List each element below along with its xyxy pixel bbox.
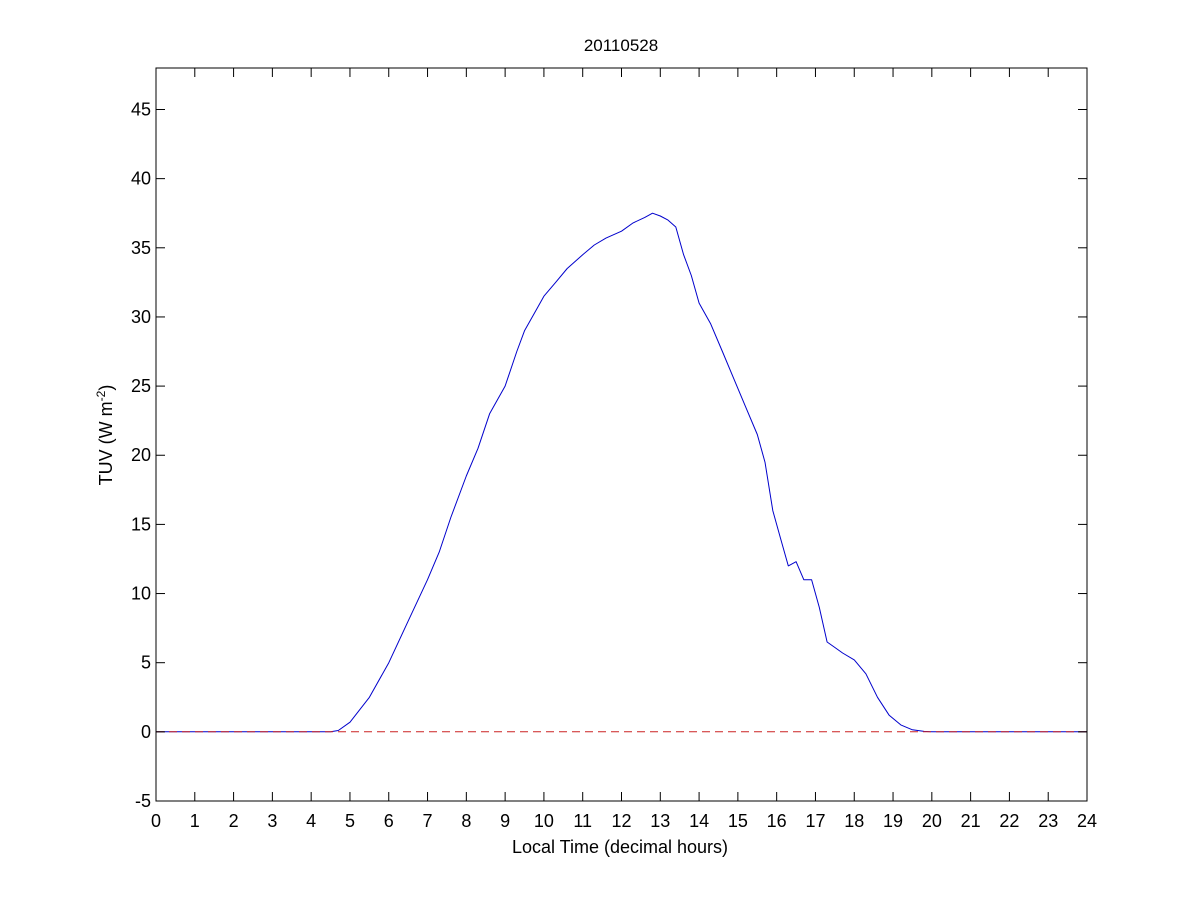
y-tick-label: 20	[131, 445, 151, 465]
x-tick-label: 2	[229, 811, 239, 831]
y-tick-label: 15	[131, 514, 151, 534]
y-axis-label-close: )	[96, 385, 116, 391]
x-tick-label: 8	[461, 811, 471, 831]
x-tick-label: 22	[999, 811, 1019, 831]
y-tick-label: 30	[131, 307, 151, 327]
y-tick-label: 10	[131, 584, 151, 604]
y-tick-label: 0	[141, 722, 151, 742]
y-tick-label: 25	[131, 376, 151, 396]
x-tick-label: 14	[689, 811, 709, 831]
x-tick-label: 21	[961, 811, 981, 831]
plot-area	[156, 68, 1087, 801]
y-tick-label: 40	[131, 169, 151, 189]
x-tick-label: 5	[345, 811, 355, 831]
x-tick-label: 16	[767, 811, 787, 831]
x-tick-label: 20	[922, 811, 942, 831]
x-tick-label: 11	[573, 811, 592, 831]
x-tick-label: 4	[306, 811, 316, 831]
y-tick-label: -5	[135, 791, 151, 811]
x-axis-label: Local Time (decimal hours)	[512, 837, 728, 857]
x-tick-label: 13	[650, 811, 670, 831]
y-axis-label-main: TUV (W m	[96, 401, 116, 485]
tuv-series-line	[156, 212, 1087, 733]
y-tick-label: 35	[131, 238, 151, 258]
x-tick-label: 6	[384, 811, 394, 831]
x-tick-label: 1	[190, 811, 200, 831]
tick-labels: 0 1 2 3 4 5 6 7 8 9 10 11 12 13 14 15 16 17 18 19 20 21 22 23 24…	[131, 99, 1097, 831]
series-layer	[156, 212, 1087, 733]
x-tick-label: 9	[500, 811, 510, 831]
x-tick-label: 12	[611, 811, 631, 831]
x-tick-label: 3	[267, 811, 277, 831]
x-tick-label: 17	[805, 811, 825, 831]
x-tick-label: 18	[844, 811, 864, 831]
chart-title: 20110528	[584, 36, 658, 55]
x-tick-label: 19	[883, 811, 903, 831]
ticks-layer	[155, 68, 1088, 802]
x-tick-label: 10	[534, 811, 554, 831]
y-axis-label-superscript: -2	[94, 390, 108, 401]
x-tick-label: 24	[1077, 811, 1097, 831]
y-tick-label: 45	[131, 99, 151, 119]
x-tick-label: 23	[1038, 811, 1058, 831]
x-tick-label: 15	[728, 811, 748, 831]
x-tick-label: 7	[423, 811, 433, 831]
y-axis-label: TUV (W m-2)	[94, 385, 116, 486]
x-tick-label: 0	[151, 811, 161, 831]
y-tick-label: 5	[141, 653, 151, 673]
